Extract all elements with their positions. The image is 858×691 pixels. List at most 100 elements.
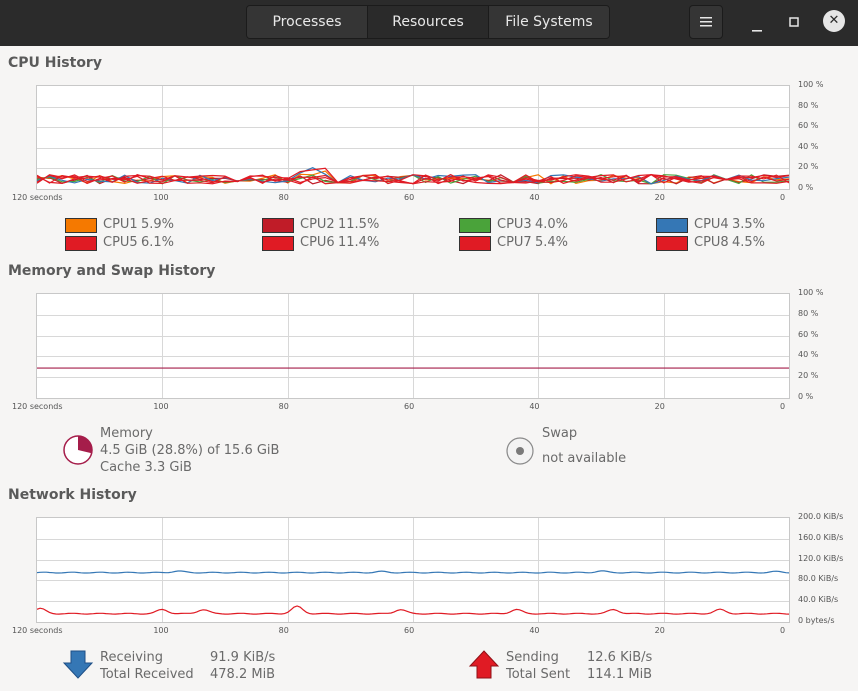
cpu-legend-name: CPU3 — [497, 217, 532, 232]
y-tick-label: 160.0 KiB/s — [798, 532, 844, 542]
cpu-legend-value: 4.0% — [535, 217, 569, 232]
cpu-legend-name: CPU6 — [300, 235, 335, 250]
network-graph-canvas — [36, 518, 790, 622]
y-tick-label: 80.0 KiB/s — [798, 574, 839, 584]
y-tick-label: 20 % — [798, 162, 819, 172]
cpu-color-swatch[interactable] — [65, 236, 97, 251]
x-tick-label: 40 — [529, 402, 540, 411]
x-tick-label: 40 — [529, 193, 540, 202]
swap-status: not available — [542, 451, 627, 466]
sending-series-line — [36, 605, 790, 615]
upload-arrow-icon — [468, 649, 500, 679]
y-tick-label: 40.0 KiB/s — [798, 595, 839, 605]
x-tick-label: 100 — [153, 402, 169, 411]
y-tick-label: 200.0 KiB/s — [798, 512, 844, 521]
cpu-color-swatch[interactable] — [459, 218, 491, 233]
total-received-label: Total Received — [100, 667, 194, 682]
x-tick-label: 60 — [404, 193, 415, 202]
cpu-legend-name: CPU7 — [497, 235, 532, 250]
y-tick-label: 60 % — [798, 121, 819, 131]
x-tick-label: 100 — [153, 626, 169, 635]
cpu-legend-value: 11.5% — [338, 217, 380, 232]
cpu-legend-value: 5.9% — [141, 217, 175, 232]
cpu-legend-name: CPU1 — [103, 217, 138, 232]
x-tick-label: 20 — [654, 626, 665, 635]
y-tick-label: 20 % — [798, 371, 819, 381]
x-tick-label: 60 — [404, 402, 415, 411]
cpu-legend-value: 4.5% — [732, 235, 766, 250]
cpu-history-title: CPU History — [8, 55, 102, 71]
y-tick-label: 60 % — [798, 329, 819, 339]
total-sent-label: Total Sent — [506, 667, 571, 682]
tab-file-systems[interactable]: File Systems — [489, 6, 609, 38]
cpu-legend-name: CPU5 — [103, 235, 138, 250]
cpu-graph — [36, 85, 790, 190]
x-tick-label: 100 — [153, 193, 169, 202]
x-tick-label: 80 — [278, 193, 289, 202]
tab-resources[interactable]: Resources — [368, 6, 489, 38]
x-tick-label: 120 seconds — [12, 402, 63, 411]
memory-used: 4.5 GiB (28.8%) of 15.6 GiB — [100, 443, 280, 458]
network-graph — [36, 517, 790, 623]
cpu-color-swatch[interactable] — [262, 218, 294, 233]
cpu-color-swatch[interactable] — [656, 236, 688, 251]
memory-label: Memory — [100, 426, 153, 441]
total-sent-value: 114.1 MiB — [587, 667, 653, 682]
hamburger-menu-icon[interactable] — [689, 5, 723, 39]
y-tick-label: 40 % — [798, 141, 819, 151]
y-tick-label: 40 % — [798, 350, 819, 360]
memory-pie-icon — [62, 434, 94, 466]
y-tick-label: 100 % — [798, 288, 824, 297]
x-tick-label: 120 seconds — [12, 626, 63, 635]
y-tick-label: 120.0 KiB/s — [798, 553, 844, 563]
x-tick-label: 20 — [654, 402, 665, 411]
y-tick-label: 80 % — [798, 100, 819, 110]
x-tick-label: 0 — [780, 193, 786, 202]
memory-graph — [36, 293, 790, 399]
total-received-value: 478.2 MiB — [210, 667, 276, 682]
x-tick-label: 20 — [654, 193, 665, 202]
y-tick-label: 100 % — [798, 80, 824, 89]
sending-value: 12.6 KiB/s — [587, 650, 653, 665]
cpu-legend-value: 11.4% — [338, 235, 380, 250]
view-switcher: Processes Resources File Systems — [246, 5, 610, 39]
swap-pie-icon — [505, 436, 535, 466]
receiving-value: 91.9 KiB/s — [210, 650, 276, 665]
download-arrow-icon — [62, 650, 94, 680]
x-tick-label: 120 seconds — [12, 193, 63, 202]
cpu-graph-canvas — [36, 86, 790, 189]
close-icon[interactable]: ✕ — [823, 10, 845, 32]
cpu-legend-name: CPU2 — [300, 217, 335, 232]
y-tick-label: 80 % — [798, 308, 819, 318]
receiving-label: Receiving — [100, 650, 164, 665]
x-tick-label: 0 — [780, 626, 786, 635]
memory-history-title: Memory and Swap History — [8, 263, 216, 279]
network-history-title: Network History — [8, 487, 137, 503]
x-tick-label: 80 — [278, 402, 289, 411]
cpu-legend-value: 5.4% — [535, 235, 569, 250]
cpu-color-swatch[interactable] — [656, 218, 688, 233]
swap-label: Swap — [542, 426, 578, 441]
tab-processes[interactable]: Processes — [247, 6, 368, 38]
cpu-series-line — [36, 174, 790, 185]
x-tick-label: 0 — [780, 402, 786, 411]
cpu-legend-name: CPU4 — [694, 217, 729, 232]
maximize-icon[interactable] — [778, 6, 810, 38]
cpu-legend-value: 6.1% — [141, 235, 175, 250]
cpu-color-swatch[interactable] — [65, 218, 97, 233]
y-tick-label: 0 bytes/s — [798, 616, 835, 625]
y-tick-label: 0 % — [798, 183, 814, 192]
x-tick-label: 60 — [404, 626, 415, 635]
cpu-legend-value: 3.5% — [732, 217, 766, 232]
minimize-icon[interactable] — [741, 6, 773, 38]
cpu-series-line — [36, 173, 790, 185]
memory-graph-canvas — [37, 294, 789, 398]
y-tick-label: 0 % — [798, 392, 814, 401]
cpu-legend-name: CPU8 — [694, 235, 729, 250]
cpu-color-swatch[interactable] — [459, 236, 491, 251]
x-tick-label: 40 — [529, 626, 540, 635]
receiving-series-line — [36, 570, 790, 574]
header-bar: Processes Resources File Systems ✕ — [0, 0, 858, 46]
sending-label: Sending — [506, 650, 559, 665]
cpu-color-swatch[interactable] — [262, 236, 294, 251]
